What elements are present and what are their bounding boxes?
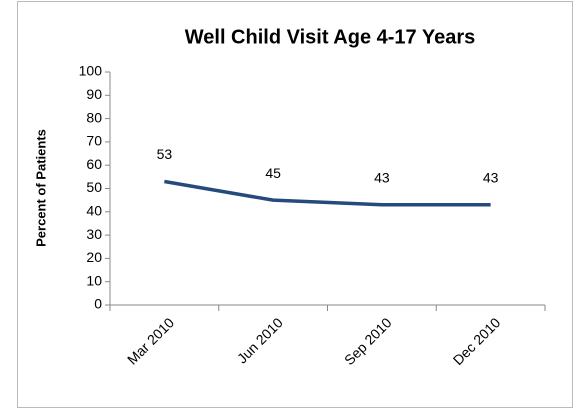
y-tick-label: 30: [86, 226, 102, 242]
y-tick-label: 20: [86, 249, 102, 265]
chart-title: Well Child Visit Age 4-17 Years: [185, 26, 476, 48]
data-label: 53: [157, 146, 173, 162]
data-label: 43: [483, 170, 499, 186]
y-tick-label: 10: [86, 272, 102, 288]
y-axis-label: Percent of Patients: [33, 129, 48, 247]
y-tick-label: 80: [86, 109, 102, 125]
y-tick-label: 100: [79, 63, 103, 79]
y-tick-label: 0: [94, 296, 102, 312]
y-tick-label: 90: [86, 86, 102, 102]
y-tick-label: 60: [86, 156, 102, 172]
y-tick-label: 50: [86, 179, 102, 195]
line: [164, 179, 491, 207]
y-tick-label: 40: [86, 203, 102, 219]
data-label: 45: [265, 165, 281, 181]
y-tick-label: 70: [86, 133, 102, 149]
data-label: 43: [374, 170, 390, 186]
